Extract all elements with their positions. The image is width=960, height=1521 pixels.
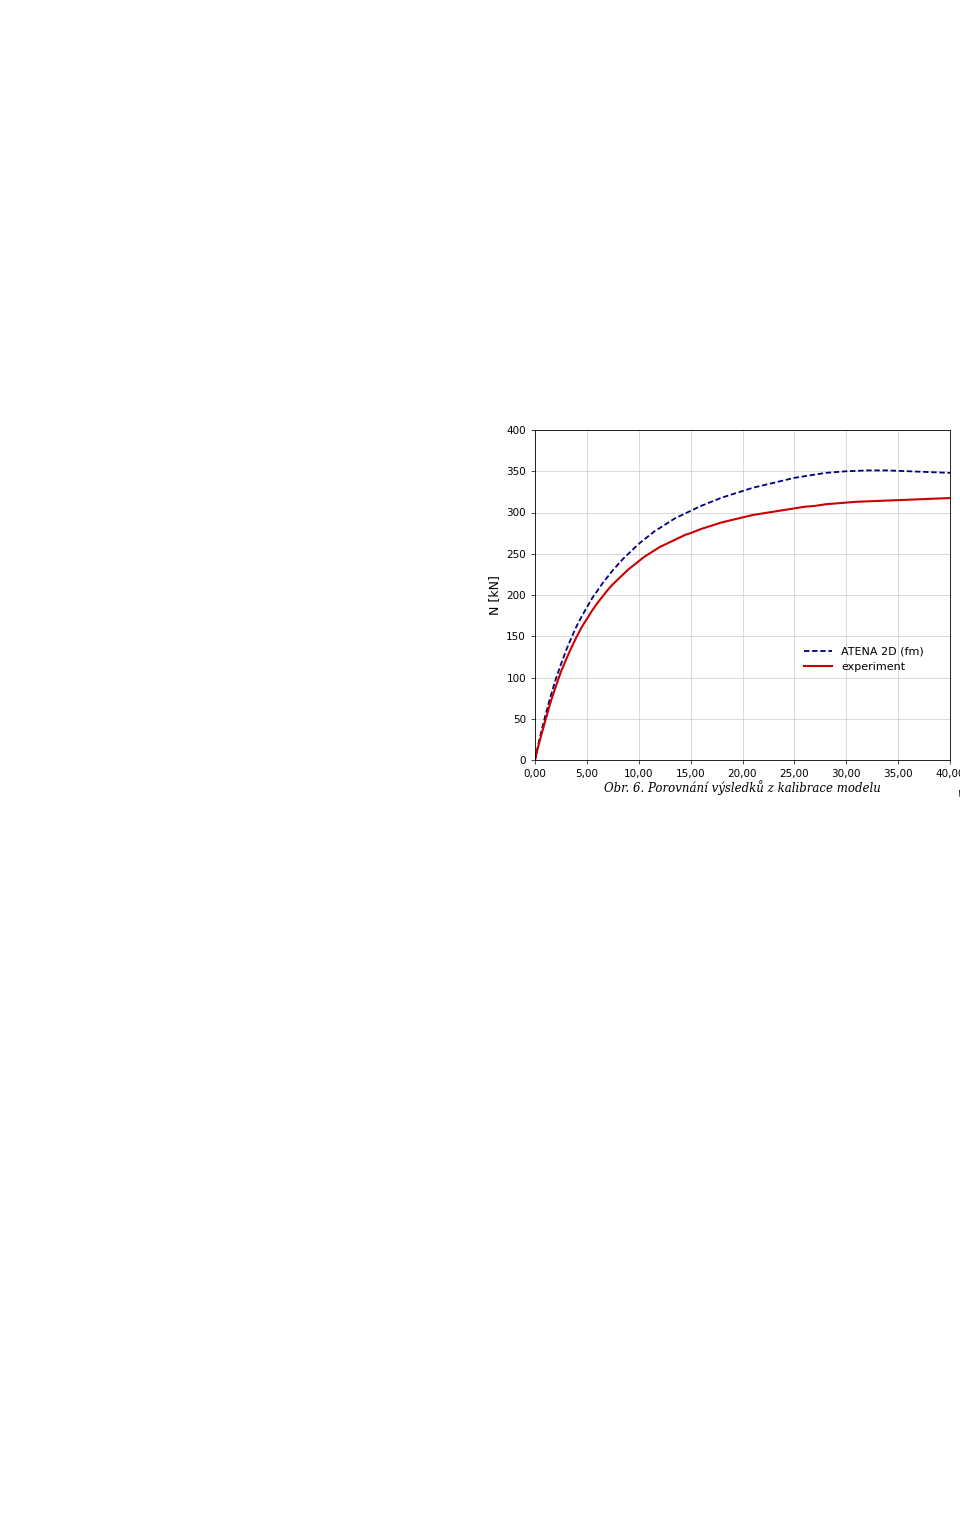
ATENA 2D (fm)	[602, 567, 613, 586]
ATENA 2D (fm)	[540, 706, 551, 724]
experiment	[602, 581, 613, 599]
experiment	[757, 503, 769, 522]
Legend: ATENA 2D (fm), experiment: ATENA 2D (fm), experiment	[804, 646, 924, 672]
Line: experiment: experiment	[535, 497, 950, 760]
Line: ATENA 2D (fm): ATENA 2D (fm)	[535, 470, 950, 760]
ATENA 2D (fm)	[757, 476, 769, 494]
experiment	[540, 712, 551, 730]
experiment	[529, 751, 540, 770]
experiment	[768, 502, 780, 520]
ATENA 2D (fm)	[649, 522, 660, 540]
ATENA 2D (fm)	[529, 751, 540, 770]
Y-axis label: N [kN]: N [kN]	[488, 575, 501, 614]
ATENA 2D (fm)	[945, 464, 956, 482]
ATENA 2D (fm)	[768, 473, 780, 491]
experiment	[945, 488, 956, 506]
experiment	[536, 726, 547, 744]
ATENA 2D (fm)	[861, 461, 873, 479]
Text: Obr. 6. Porovnání výsledků z kalibrace modelu: Obr. 6. Porovnání výsledků z kalibrace m…	[604, 780, 881, 795]
experiment	[649, 541, 660, 560]
ATENA 2D (fm)	[536, 722, 547, 741]
Text: w  [mm]: w [mm]	[958, 786, 960, 800]
